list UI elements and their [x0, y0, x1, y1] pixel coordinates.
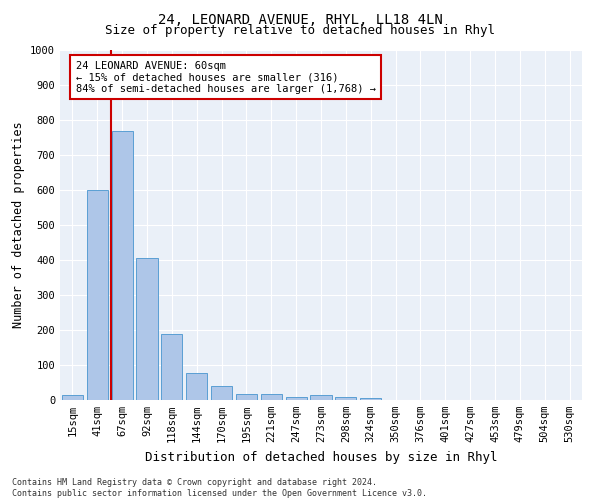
Bar	[136, 258, 158, 400]
Bar	[186, 372, 207, 400]
Bar	[286, 397, 307, 400]
Bar	[62, 395, 83, 400]
Text: Contains HM Land Registry data © Crown copyright and database right 2024.
Contai: Contains HM Land Registry data © Crown c…	[12, 478, 427, 498]
Bar	[310, 396, 332, 400]
Text: 24 LEONARD AVENUE: 60sqm
← 15% of detached houses are smaller (316)
84% of semi-: 24 LEONARD AVENUE: 60sqm ← 15% of detach…	[76, 60, 376, 94]
Y-axis label: Number of detached properties: Number of detached properties	[11, 122, 25, 328]
Text: Size of property relative to detached houses in Rhyl: Size of property relative to detached ho…	[105, 24, 495, 37]
Text: 24, LEONARD AVENUE, RHYL, LL18 4LN: 24, LEONARD AVENUE, RHYL, LL18 4LN	[158, 12, 442, 26]
X-axis label: Distribution of detached houses by size in Rhyl: Distribution of detached houses by size …	[145, 450, 497, 464]
Bar	[335, 397, 356, 400]
Bar	[236, 394, 257, 400]
Bar	[360, 398, 381, 400]
Bar	[87, 190, 108, 400]
Bar	[261, 394, 282, 400]
Bar	[161, 334, 182, 400]
Bar	[112, 130, 133, 400]
Bar	[211, 386, 232, 400]
